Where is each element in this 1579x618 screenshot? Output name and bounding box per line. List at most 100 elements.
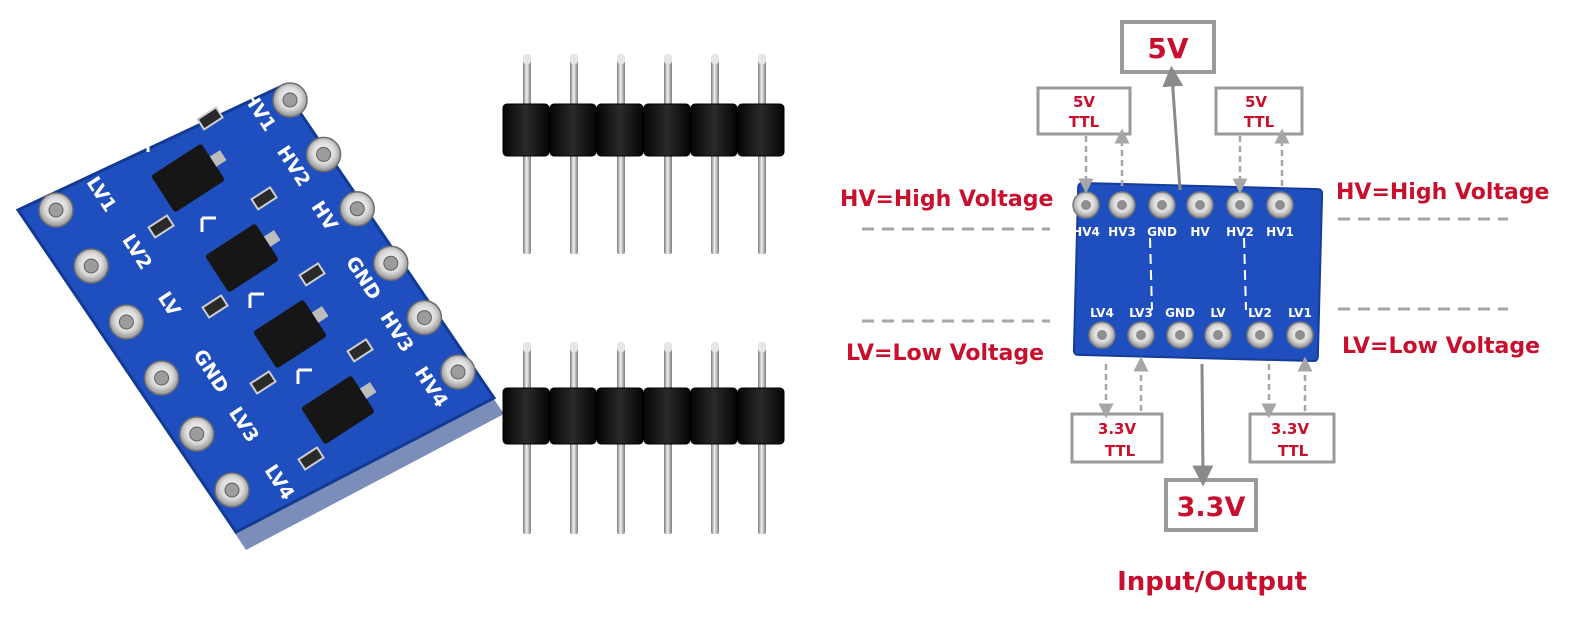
header-pin-tip-r2-1 [523,342,531,352]
header-block-r2-6 [737,387,785,445]
board-chip-lead-1 [209,150,227,167]
board-resistor-a-1 [147,214,175,239]
board-resistor-b-1 [196,105,224,131]
board-pad-hole-left-2 [83,258,99,274]
module-pad-hole-top-5 [1235,200,1245,210]
hv-label-left: HV=High Voltage [840,187,1053,212]
header-pin-tip-r1-4 [664,54,672,64]
module-pad-hole-top-4 [1195,200,1205,210]
header-block-r1-4 [643,103,691,157]
module-label-top-4: HV [1190,225,1210,239]
header-block-r2-4 [643,387,691,445]
board-chip-lead-3 [311,306,329,323]
lv-label-left: LV=Low Voltage [846,341,1044,366]
board-resistor-b-4 [346,337,374,363]
header-pin-strips [502,54,785,534]
top-voltage-box [1120,20,1216,74]
top-voltage-label: 5V [1147,32,1188,65]
module-label-bottom-3: GND [1165,306,1195,320]
header-pin-tip-r2-6 [758,342,766,352]
module-pad-hole-bottom-4 [1213,330,1223,340]
header-block-r1-6 [737,103,785,157]
module-pad-hole-bottom-5 [1255,330,1265,340]
module-pad-hole-bottom-2 [1136,330,1146,340]
board-pad-hole-left-5 [189,426,205,442]
header-pin-tip-r1-1 [523,54,531,64]
module-pad-hole-top-2 [1117,200,1127,210]
header-block-r2-3 [596,387,644,445]
ttl-bottom-right-voltage: 3.3V [1271,420,1310,438]
module-divider-right [1243,237,1247,311]
board-pad-hole-right-2 [316,146,332,162]
pinout-diagram: 5V 5V TTL 5V TTL 3.3V TTL 3.3V TTL 3.3V … [840,20,1549,597]
module-label-top-6: HV1 [1266,225,1294,239]
board-resistor-b-2 [250,185,278,211]
board-resistor-b-3 [298,261,326,287]
module-pin-labels: HV4 HV3 GND HV HV2 HV1 LV4 LV3 GND LV LV2 LV1 [1072,225,1312,320]
ttl-top-right-voltage: 5V [1245,93,1267,111]
module-pad-hole-top-6 [1275,200,1285,210]
board-chip-lead-4 [359,382,377,399]
header-pin-tip-r2-3 [617,342,625,352]
ttl-top-left-ttl: TTL [1069,113,1100,131]
module-label-top-1: HV4 [1072,225,1100,239]
arrow-to-3v3 [1192,363,1214,487]
module-pad-hole-bottom-1 [1097,330,1107,340]
board-resistor-a-4 [297,446,325,471]
board-pads [38,82,476,508]
board-chip-4 [302,376,374,444]
header-block-r2-2 [549,387,597,445]
board-pad-hole-right-1 [282,92,298,108]
module-pad-hole-bottom-3 [1175,330,1185,340]
bottom-voltage-box [1164,478,1258,532]
header-pin-tip-r2-2 [570,342,578,352]
module-label-top-2: HV3 [1108,225,1136,239]
board-pad-hole-right-5 [416,310,432,326]
module-divider-left [1149,237,1153,311]
board-pad-hole-left-4 [154,370,170,386]
module-pad-hole-top-1 [1081,200,1091,210]
ttl-box-bottom-left [1070,412,1164,464]
header-block-r1-1 [502,103,550,157]
module-label-bottom-4: LV [1210,306,1226,320]
arrow-to-5v [1162,65,1184,191]
board-chip-1 [152,144,224,212]
ttl-box-top-right [1214,86,1304,136]
module-label-top-5: HV2 [1226,225,1254,239]
board-chip-lead-2 [263,230,281,247]
module-pads [1072,191,1314,349]
board-silk-bracket-2 [200,216,216,232]
module-label-bottom-6: LV1 [1288,306,1312,320]
header-block-r2-1 [502,387,550,445]
header-pin-tip-r1-3 [617,54,625,64]
ttl-bottom-right-ttl: TTL [1278,442,1309,460]
bottom-voltage-label: 3.3V [1177,492,1246,523]
board-pad-hole-right-3 [349,201,365,217]
header-pin-tip-r1-2 [570,54,578,64]
module-board: HV4 HV3 GND HV HV2 HV1 LV4 LV3 GND LV LV2 LV1 [1072,181,1324,363]
ttl-top-right-ttl: TTL [1244,113,1275,131]
header-pin-tip-r2-5 [711,342,719,352]
board-chip-3 [254,300,326,368]
header-block-r2-5 [690,387,738,445]
board-resistor-a-3 [249,370,277,395]
board-pad-hole-right-4 [383,255,399,271]
header-block-r1-3 [596,103,644,157]
lv-label-right: LV=Low Voltage [1342,334,1540,359]
io-label: Input/Output [1117,567,1307,597]
hv-label-right: HV=High Voltage [1336,180,1549,205]
module-label-bottom-5: LV2 [1248,306,1272,320]
ttl-box-top-left [1036,86,1132,136]
header-pin-tip-r1-6 [758,54,766,64]
board-pad-hole-left-6 [224,482,240,498]
board-silk-bracket-1 [146,136,162,152]
board-resistor-a-2 [201,294,229,319]
board-pad-hole-right-6 [450,364,466,380]
board-silk-bracket-3 [248,292,264,308]
ttl-bottom-left-voltage: 3.3V [1098,420,1137,438]
header-pin-tip-r2-4 [664,342,672,352]
ttl-box-bottom-right [1248,412,1336,464]
board-pad-hole-left-1 [48,202,64,218]
